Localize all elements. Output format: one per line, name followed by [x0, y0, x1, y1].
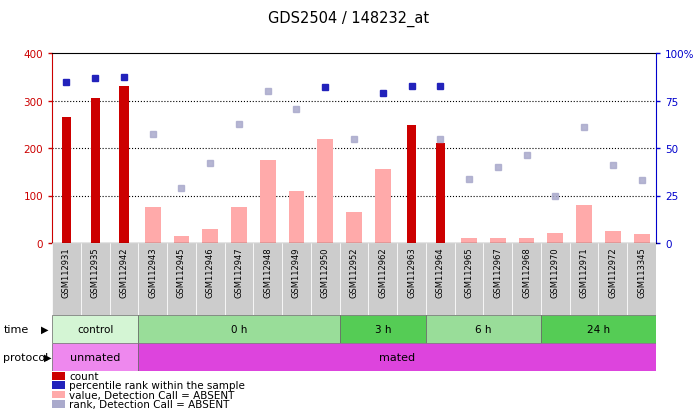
Bar [397, 243, 426, 315]
Text: GSM112964: GSM112964 [436, 247, 445, 297]
Text: percentile rank within the sample: percentile rank within the sample [69, 380, 245, 390]
Bar [426, 243, 454, 315]
Bar [340, 243, 369, 315]
Bar [576, 206, 592, 243]
Bar [282, 243, 311, 315]
Bar [340, 315, 426, 343]
Bar [110, 243, 138, 315]
Text: GSM112945: GSM112945 [177, 247, 186, 297]
Bar [311, 243, 340, 315]
Text: GSM112971: GSM112971 [579, 247, 588, 297]
Text: value, Detection Call = ABSENT: value, Detection Call = ABSENT [69, 389, 235, 399]
Bar [119, 87, 128, 243]
Bar [202, 229, 218, 243]
Bar [454, 243, 484, 315]
Text: time: time [3, 324, 29, 334]
Bar [288, 191, 304, 243]
Bar [225, 243, 253, 315]
Bar [91, 99, 100, 243]
Text: GSM112948: GSM112948 [263, 247, 272, 297]
Bar [484, 243, 512, 315]
Text: GSM112968: GSM112968 [522, 247, 531, 298]
Text: 3 h: 3 h [375, 324, 391, 334]
Text: ▶: ▶ [44, 352, 52, 362]
Bar [81, 243, 110, 315]
Text: ▶: ▶ [40, 324, 48, 334]
Bar [634, 234, 650, 243]
Bar [253, 243, 282, 315]
Text: control: control [77, 324, 113, 334]
Bar [196, 243, 225, 315]
Bar [541, 315, 656, 343]
Bar [598, 243, 628, 315]
Text: 6 h: 6 h [475, 324, 491, 334]
Bar [605, 232, 621, 243]
Text: unmated: unmated [70, 352, 120, 362]
Text: GSM112943: GSM112943 [148, 247, 157, 297]
Text: GSM112965: GSM112965 [465, 247, 473, 297]
Text: GSM112942: GSM112942 [119, 247, 128, 297]
Bar [174, 236, 189, 243]
Text: count: count [69, 371, 99, 381]
Text: protocol: protocol [3, 352, 49, 362]
Text: GSM113345: GSM113345 [637, 247, 646, 298]
Bar [436, 144, 445, 243]
Text: rank, Detection Call = ABSENT: rank, Detection Call = ABSENT [69, 399, 230, 409]
Bar [628, 243, 656, 315]
Text: mated: mated [379, 352, 415, 362]
Bar [260, 161, 276, 243]
Bar [570, 243, 598, 315]
Text: GSM112947: GSM112947 [235, 247, 244, 297]
Text: GSM112946: GSM112946 [206, 247, 215, 297]
Text: GSM112967: GSM112967 [493, 247, 503, 298]
Bar [144, 208, 161, 243]
Text: GSM112962: GSM112962 [378, 247, 387, 297]
Text: GSM112970: GSM112970 [551, 247, 560, 297]
Text: 24 h: 24 h [587, 324, 610, 334]
Text: GSM112972: GSM112972 [609, 247, 617, 297]
Text: GSM112950: GSM112950 [321, 247, 329, 297]
Bar [231, 208, 247, 243]
Bar [138, 315, 340, 343]
Bar [52, 243, 81, 315]
Text: GDS2504 / 148232_at: GDS2504 / 148232_at [269, 10, 429, 26]
Text: GSM112952: GSM112952 [350, 247, 359, 297]
Bar [52, 315, 138, 343]
Bar [407, 126, 416, 243]
Bar [138, 243, 167, 315]
Bar [346, 213, 362, 243]
Text: GSM112963: GSM112963 [407, 247, 416, 298]
Bar [375, 170, 391, 243]
Bar [461, 239, 477, 243]
Bar [62, 118, 71, 243]
Bar [318, 139, 333, 243]
Text: GSM112931: GSM112931 [62, 247, 71, 297]
Bar [490, 239, 506, 243]
Bar [547, 233, 563, 243]
Bar [138, 343, 656, 371]
Bar [519, 239, 535, 243]
Text: 0 h: 0 h [231, 324, 247, 334]
Text: GSM112949: GSM112949 [292, 247, 301, 297]
Bar [52, 343, 138, 371]
Bar [426, 315, 541, 343]
Bar [369, 243, 397, 315]
Bar [512, 243, 541, 315]
Bar [167, 243, 196, 315]
Bar [541, 243, 570, 315]
Text: GSM112935: GSM112935 [91, 247, 100, 297]
